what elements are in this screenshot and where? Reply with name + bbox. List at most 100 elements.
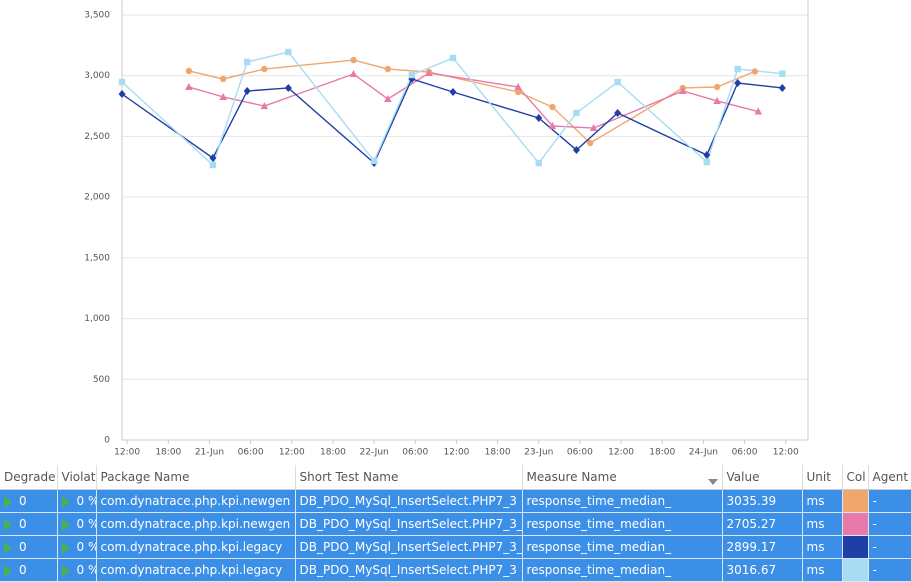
column-header[interactable]: Agent — [868, 465, 911, 490]
point — [185, 67, 193, 75]
x-tick-label: 18:00 — [320, 448, 346, 458]
point — [535, 113, 543, 122]
column-header[interactable]: Violat — [57, 465, 97, 490]
cell-text: com.dynatrace.php.kpi.legacy — [100, 563, 283, 577]
point — [751, 68, 759, 75]
point — [209, 161, 217, 169]
table-cell: 0 — [0, 535, 58, 559]
y-tick-label: 1,500 — [84, 253, 110, 263]
cell-text: DB_PDO_MySql_InsertSelect.PHP7_3 — [299, 563, 517, 577]
color-swatch — [842, 513, 867, 535]
cell-text: 0 % — [76, 540, 96, 554]
column-header[interactable]: Short Test Name — [295, 465, 523, 490]
cell-text: response_time_median_ — [526, 494, 672, 508]
table-row[interactable]: 0 0 % com.dynatrace.php.kpi.legacy DB_PDO_M… — [0, 535, 911, 559]
cell-text: 0 % — [76, 563, 96, 577]
point — [703, 158, 711, 166]
table-cell: DB_PDO_MySql_InsertSelect.PHP7_3 — [295, 558, 523, 582]
play-icon — [61, 518, 70, 531]
table-cell: 0 % — [57, 512, 97, 536]
series-line — [188, 72, 759, 129]
point — [284, 83, 292, 92]
x-tick-label: 22-Jun — [359, 448, 388, 458]
cell-text: ms — [806, 563, 825, 577]
point — [350, 56, 357, 64]
play-icon — [4, 518, 12, 531]
y-tick-label: 3,500 — [84, 11, 110, 21]
point — [573, 109, 580, 117]
column-header[interactable]: Package Name — [96, 465, 296, 490]
point — [572, 146, 580, 155]
y-tick-label: 1,000 — [84, 314, 110, 324]
point — [219, 92, 227, 100]
table-row[interactable]: 0 0 % com.dynatrace.php.kpi.newgen DB_PDO_M… — [0, 489, 911, 513]
column-header[interactable]: Col — [842, 465, 869, 490]
table-cell: 2899.17 — [722, 535, 803, 559]
table-cell: com.dynatrace.php.kpi.legacy — [96, 558, 296, 582]
column-header[interactable]: Value — [722, 465, 803, 490]
x-tick-label: 21-Jun — [195, 448, 224, 458]
x-tick-label: 06:00 — [402, 448, 428, 458]
point — [734, 79, 742, 87]
point — [370, 157, 378, 165]
cell-text: 0 — [19, 494, 27, 508]
point — [425, 69, 433, 77]
y-tick-label: 2,500 — [84, 132, 110, 142]
table-row[interactable]: 0 0 % com.dynatrace.php.kpi.legacy DB_PDO_M… — [0, 558, 911, 582]
cell-text: - — [872, 517, 877, 531]
point — [734, 65, 741, 73]
color-cell — [842, 558, 869, 582]
color-cell — [842, 489, 869, 513]
column-header[interactable]: Measure Name — [522, 465, 723, 490]
point — [384, 95, 392, 103]
cell-text: ms — [806, 540, 825, 554]
cell-text: DB_PDO_MySql_InsertSelect.PHP7_3 — [299, 494, 517, 508]
play-icon — [61, 564, 70, 577]
x-tick-label: 12:00 — [773, 448, 799, 458]
point — [408, 71, 416, 79]
series-line — [121, 51, 783, 167]
cell-text: 0 — [19, 563, 27, 577]
table-row[interactable]: 0 0 % com.dynatrace.php.kpi.newgen DB_PDO_M… — [0, 512, 911, 536]
point — [514, 83, 522, 91]
table-cell: ms — [802, 512, 843, 536]
point — [118, 78, 126, 86]
y-tick-label: 0 — [104, 436, 110, 446]
play-icon — [61, 541, 70, 554]
point — [778, 83, 786, 92]
cell-text: 0 % — [76, 494, 96, 508]
x-tick-label: 06:00 — [567, 448, 593, 458]
x-tick-label: 12:00 — [114, 448, 140, 458]
table-cell: DB_PDO_MySql_InsertSelect.PHP7_3 — [295, 489, 523, 513]
cell-text: ms — [806, 494, 825, 508]
table-cell: response_time_median_ — [522, 489, 723, 513]
table-cell: ms — [802, 489, 843, 513]
table-cell: - — [868, 558, 911, 582]
cell-text: com.dynatrace.php.kpi.newgen — [100, 517, 291, 531]
cell-text: DB_PDO_MySql_InsertSelect.PHP7_3_No — [299, 540, 522, 554]
point — [703, 151, 711, 160]
table-cell: 0 % — [57, 535, 97, 559]
cell-text: 3016.67 — [726, 563, 777, 577]
color-cell — [842, 512, 869, 536]
x-tick-label: 23-Jun — [524, 448, 553, 458]
point — [449, 87, 457, 96]
column-header[interactable]: Unit — [802, 465, 843, 490]
x-tick-label: 12:00 — [279, 448, 305, 458]
point — [548, 121, 557, 129]
play-icon — [4, 495, 12, 508]
cell-text: response_time_median_ — [526, 540, 672, 554]
cell-text: 2899.17 — [726, 540, 777, 554]
point — [260, 102, 269, 110]
cell-text: 3035.39 — [726, 494, 777, 508]
y-tick-label: 500 — [93, 375, 110, 385]
point — [209, 154, 217, 163]
column-header[interactable]: Degrade — [0, 465, 58, 490]
point — [754, 107, 763, 115]
cell-text: 2705.27 — [726, 517, 777, 531]
point — [349, 70, 358, 78]
point — [514, 88, 522, 96]
y-tick-label: 2,000 — [84, 193, 110, 203]
cell-text: - — [872, 540, 877, 554]
